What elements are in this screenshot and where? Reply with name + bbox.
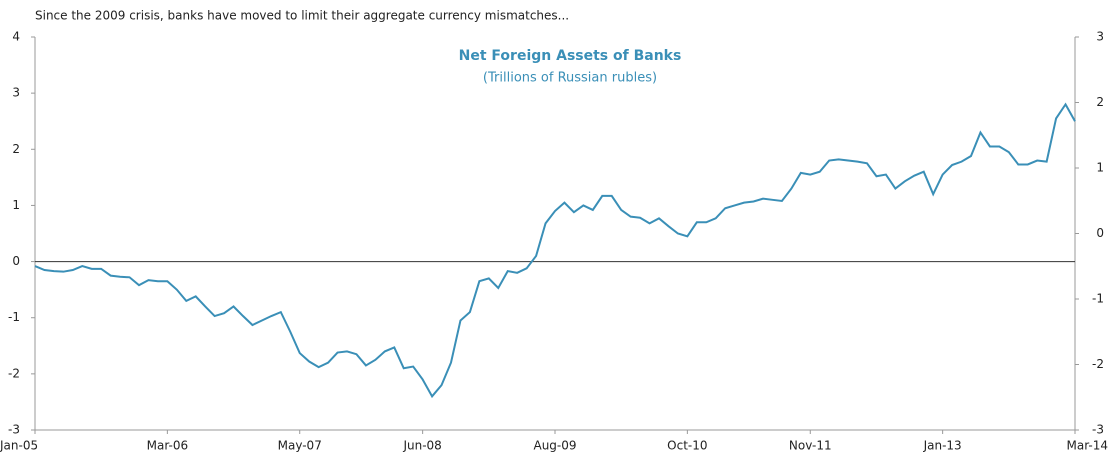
x-tick-label: Oct-10 [667,439,707,453]
y-tick-label: -3 [8,423,20,437]
y-tick-label: 3 [12,86,20,100]
chart-title: Since the 2009 crisis, banks have moved … [35,9,569,23]
y-tick-label: 4 [12,30,20,44]
y2-tick-label: -1 [1092,292,1104,306]
y-tick-label: 0 [12,254,20,268]
units: (Trillions of Russian rubles) [483,71,657,86]
x-tick-label: Jun-08 [402,439,441,453]
y2-tick-label: 3 [1096,30,1104,44]
x-tick-label: Mar-06 [147,439,188,453]
x-tick-label: Jan-13 [923,439,962,453]
y2-tick-label: 2 [1096,95,1104,109]
x-tick-label: May-07 [278,439,322,453]
x-tick-label: Mar-14 [1067,439,1108,453]
y2-tick-label: 1 [1096,161,1104,175]
y2-tick-label: -2 [1092,357,1104,371]
y-tick-label: 1 [12,198,20,212]
y-tick-label: -2 [8,366,20,380]
y2-tick-label: -3 [1092,423,1104,437]
x-tick-label: Aug-09 [533,439,576,453]
series-title: Net Foreign Assets of Banks [459,48,682,64]
x-tick-label: Jan-05 [0,439,38,453]
x-tick-label: Nov-11 [789,439,832,453]
line-series [34,102,1076,399]
y-tick-label: -1 [8,310,20,324]
y2-tick-label: 0 [1096,226,1104,240]
y-tick-label: 2 [12,142,20,156]
